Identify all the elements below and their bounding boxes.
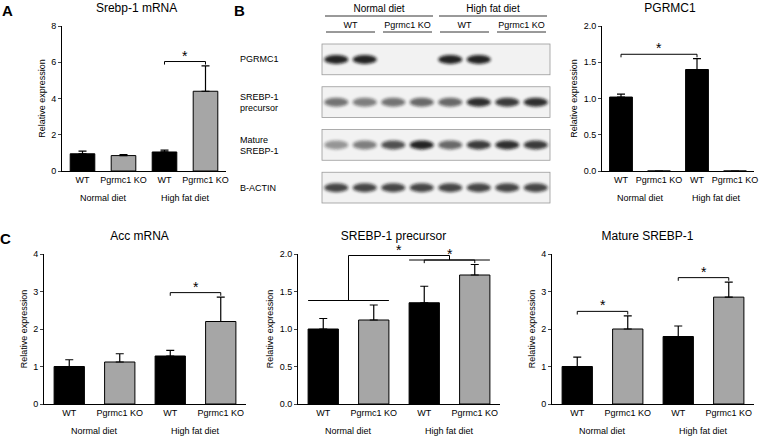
svg-text:Pgrmc1 KO: Pgrmc1 KO xyxy=(182,175,229,185)
svg-text:Srebp-1 mRNA: Srebp-1 mRNA xyxy=(96,1,177,15)
svg-text:Pgrmc1 KO: Pgrmc1 KO xyxy=(604,408,651,418)
svg-text:High fat diet: High fat diet xyxy=(692,193,741,203)
svg-text:Normal diet: Normal diet xyxy=(71,426,118,436)
svg-text:1.5: 1.5 xyxy=(280,287,293,297)
svg-text:2.0: 2.0 xyxy=(280,249,293,259)
svg-text:8: 8 xyxy=(51,21,56,31)
svg-text:0.0: 0.0 xyxy=(280,399,293,409)
svg-text:Acc mRNA: Acc mRNA xyxy=(110,229,169,243)
svg-text:High fat diet: High fat diet xyxy=(425,426,474,436)
svg-text:1: 1 xyxy=(33,362,38,372)
svg-text:WT: WT xyxy=(614,175,628,185)
svg-text:High fat diet: High fat diet xyxy=(466,3,520,14)
svg-text:WT: WT xyxy=(158,175,172,185)
svg-text:2: 2 xyxy=(33,324,38,334)
svg-text:Mature SREBP-1: Mature SREBP-1 xyxy=(601,229,693,243)
svg-text:Normal diet: Normal diet xyxy=(353,3,404,14)
svg-text:SREBP-1: SREBP-1 xyxy=(240,92,279,102)
svg-text:0: 0 xyxy=(541,399,546,409)
html-text:B: B xyxy=(234,2,245,19)
html-text:A: A xyxy=(2,2,13,19)
svg-text:1.0: 1.0 xyxy=(584,94,597,104)
svg-text:Pgrmc1 KO: Pgrmc1 KO xyxy=(96,408,143,418)
svg-text:Relative expression: Relative expression xyxy=(265,290,275,369)
svg-text:3: 3 xyxy=(33,287,38,297)
svg-text:0.5: 0.5 xyxy=(584,130,597,140)
svg-text:0.0: 0.0 xyxy=(584,166,597,176)
svg-text:WT: WT xyxy=(76,175,90,185)
svg-text:*: * xyxy=(396,242,402,258)
svg-text:Pgrmc1 KO: Pgrmc1 KO xyxy=(100,175,147,185)
svg-text:0: 0 xyxy=(51,166,56,176)
svg-text:Normal diet: Normal diet xyxy=(617,193,664,203)
svg-text:2: 2 xyxy=(51,130,56,140)
svg-text:Pgrmc1 KO: Pgrmc1 KO xyxy=(384,20,431,30)
html-text:C: C xyxy=(0,230,11,247)
svg-text:WT: WT xyxy=(417,408,431,418)
svg-text:3: 3 xyxy=(541,287,546,297)
svg-text:*: * xyxy=(656,40,662,56)
svg-text:WT: WT xyxy=(163,408,177,418)
svg-text:2: 2 xyxy=(541,324,546,334)
svg-text:1.5: 1.5 xyxy=(584,57,597,67)
svg-text:Pgrmc1 KO: Pgrmc1 KO xyxy=(712,175,759,185)
svg-text:Pgrmc1 KO: Pgrmc1 KO xyxy=(636,175,683,185)
svg-text:*: * xyxy=(447,246,453,262)
svg-text:Relative expression: Relative expression xyxy=(19,290,29,369)
svg-text:4: 4 xyxy=(51,94,56,104)
svg-text:2.0: 2.0 xyxy=(584,21,597,31)
svg-text:*: * xyxy=(701,264,707,280)
svg-text:PGRMC1: PGRMC1 xyxy=(644,1,696,15)
svg-text:Pgrmc1 KO: Pgrmc1 KO xyxy=(451,408,498,418)
svg-text:0: 0 xyxy=(33,399,38,409)
svg-text:Pgrmc1 KO: Pgrmc1 KO xyxy=(350,408,397,418)
svg-text:Pgrmc1 KO: Pgrmc1 KO xyxy=(498,20,545,30)
svg-text:*: * xyxy=(182,48,188,64)
svg-text:B-ACTIN: B-ACTIN xyxy=(240,183,276,193)
svg-text:WT: WT xyxy=(671,408,685,418)
svg-text:SREBP-1: SREBP-1 xyxy=(240,146,279,156)
svg-text:precursor: precursor xyxy=(240,103,278,113)
svg-text:Relative expression: Relative expression xyxy=(37,59,47,138)
svg-text:High fat diet: High fat diet xyxy=(161,193,210,203)
svg-text:4: 4 xyxy=(541,249,546,259)
svg-text:SREBP-1 precursor: SREBP-1 precursor xyxy=(341,229,446,243)
svg-text:WT: WT xyxy=(344,20,358,30)
svg-text:High fat diet: High fat diet xyxy=(679,426,728,436)
svg-text:WT: WT xyxy=(458,20,472,30)
svg-text:0.5: 0.5 xyxy=(280,362,293,372)
svg-text:WT: WT xyxy=(570,408,584,418)
svg-text:4: 4 xyxy=(33,249,38,259)
svg-text:Mature: Mature xyxy=(240,135,268,145)
svg-text:*: * xyxy=(193,279,199,295)
svg-text:Relative expression: Relative expression xyxy=(527,290,537,369)
svg-text:1: 1 xyxy=(541,362,546,372)
svg-text:*: * xyxy=(600,297,606,313)
svg-text:Normal diet: Normal diet xyxy=(579,426,626,436)
svg-text:Relative expression: Relative expression xyxy=(569,59,579,138)
svg-text:Normal diet: Normal diet xyxy=(80,193,127,203)
svg-text:High fat diet: High fat diet xyxy=(171,426,220,436)
svg-text:WT: WT xyxy=(316,408,330,418)
svg-text:WT: WT xyxy=(62,408,76,418)
svg-text:Pgrmc1 KO: Pgrmc1 KO xyxy=(197,408,244,418)
svg-text:6: 6 xyxy=(51,57,56,67)
svg-text:Pgrmc1 KO: Pgrmc1 KO xyxy=(705,408,752,418)
svg-text:WT: WT xyxy=(690,175,704,185)
svg-text:1.0: 1.0 xyxy=(280,324,293,334)
svg-text:Normal diet: Normal diet xyxy=(325,426,372,436)
svg-text:PGRMC1: PGRMC1 xyxy=(240,54,279,64)
